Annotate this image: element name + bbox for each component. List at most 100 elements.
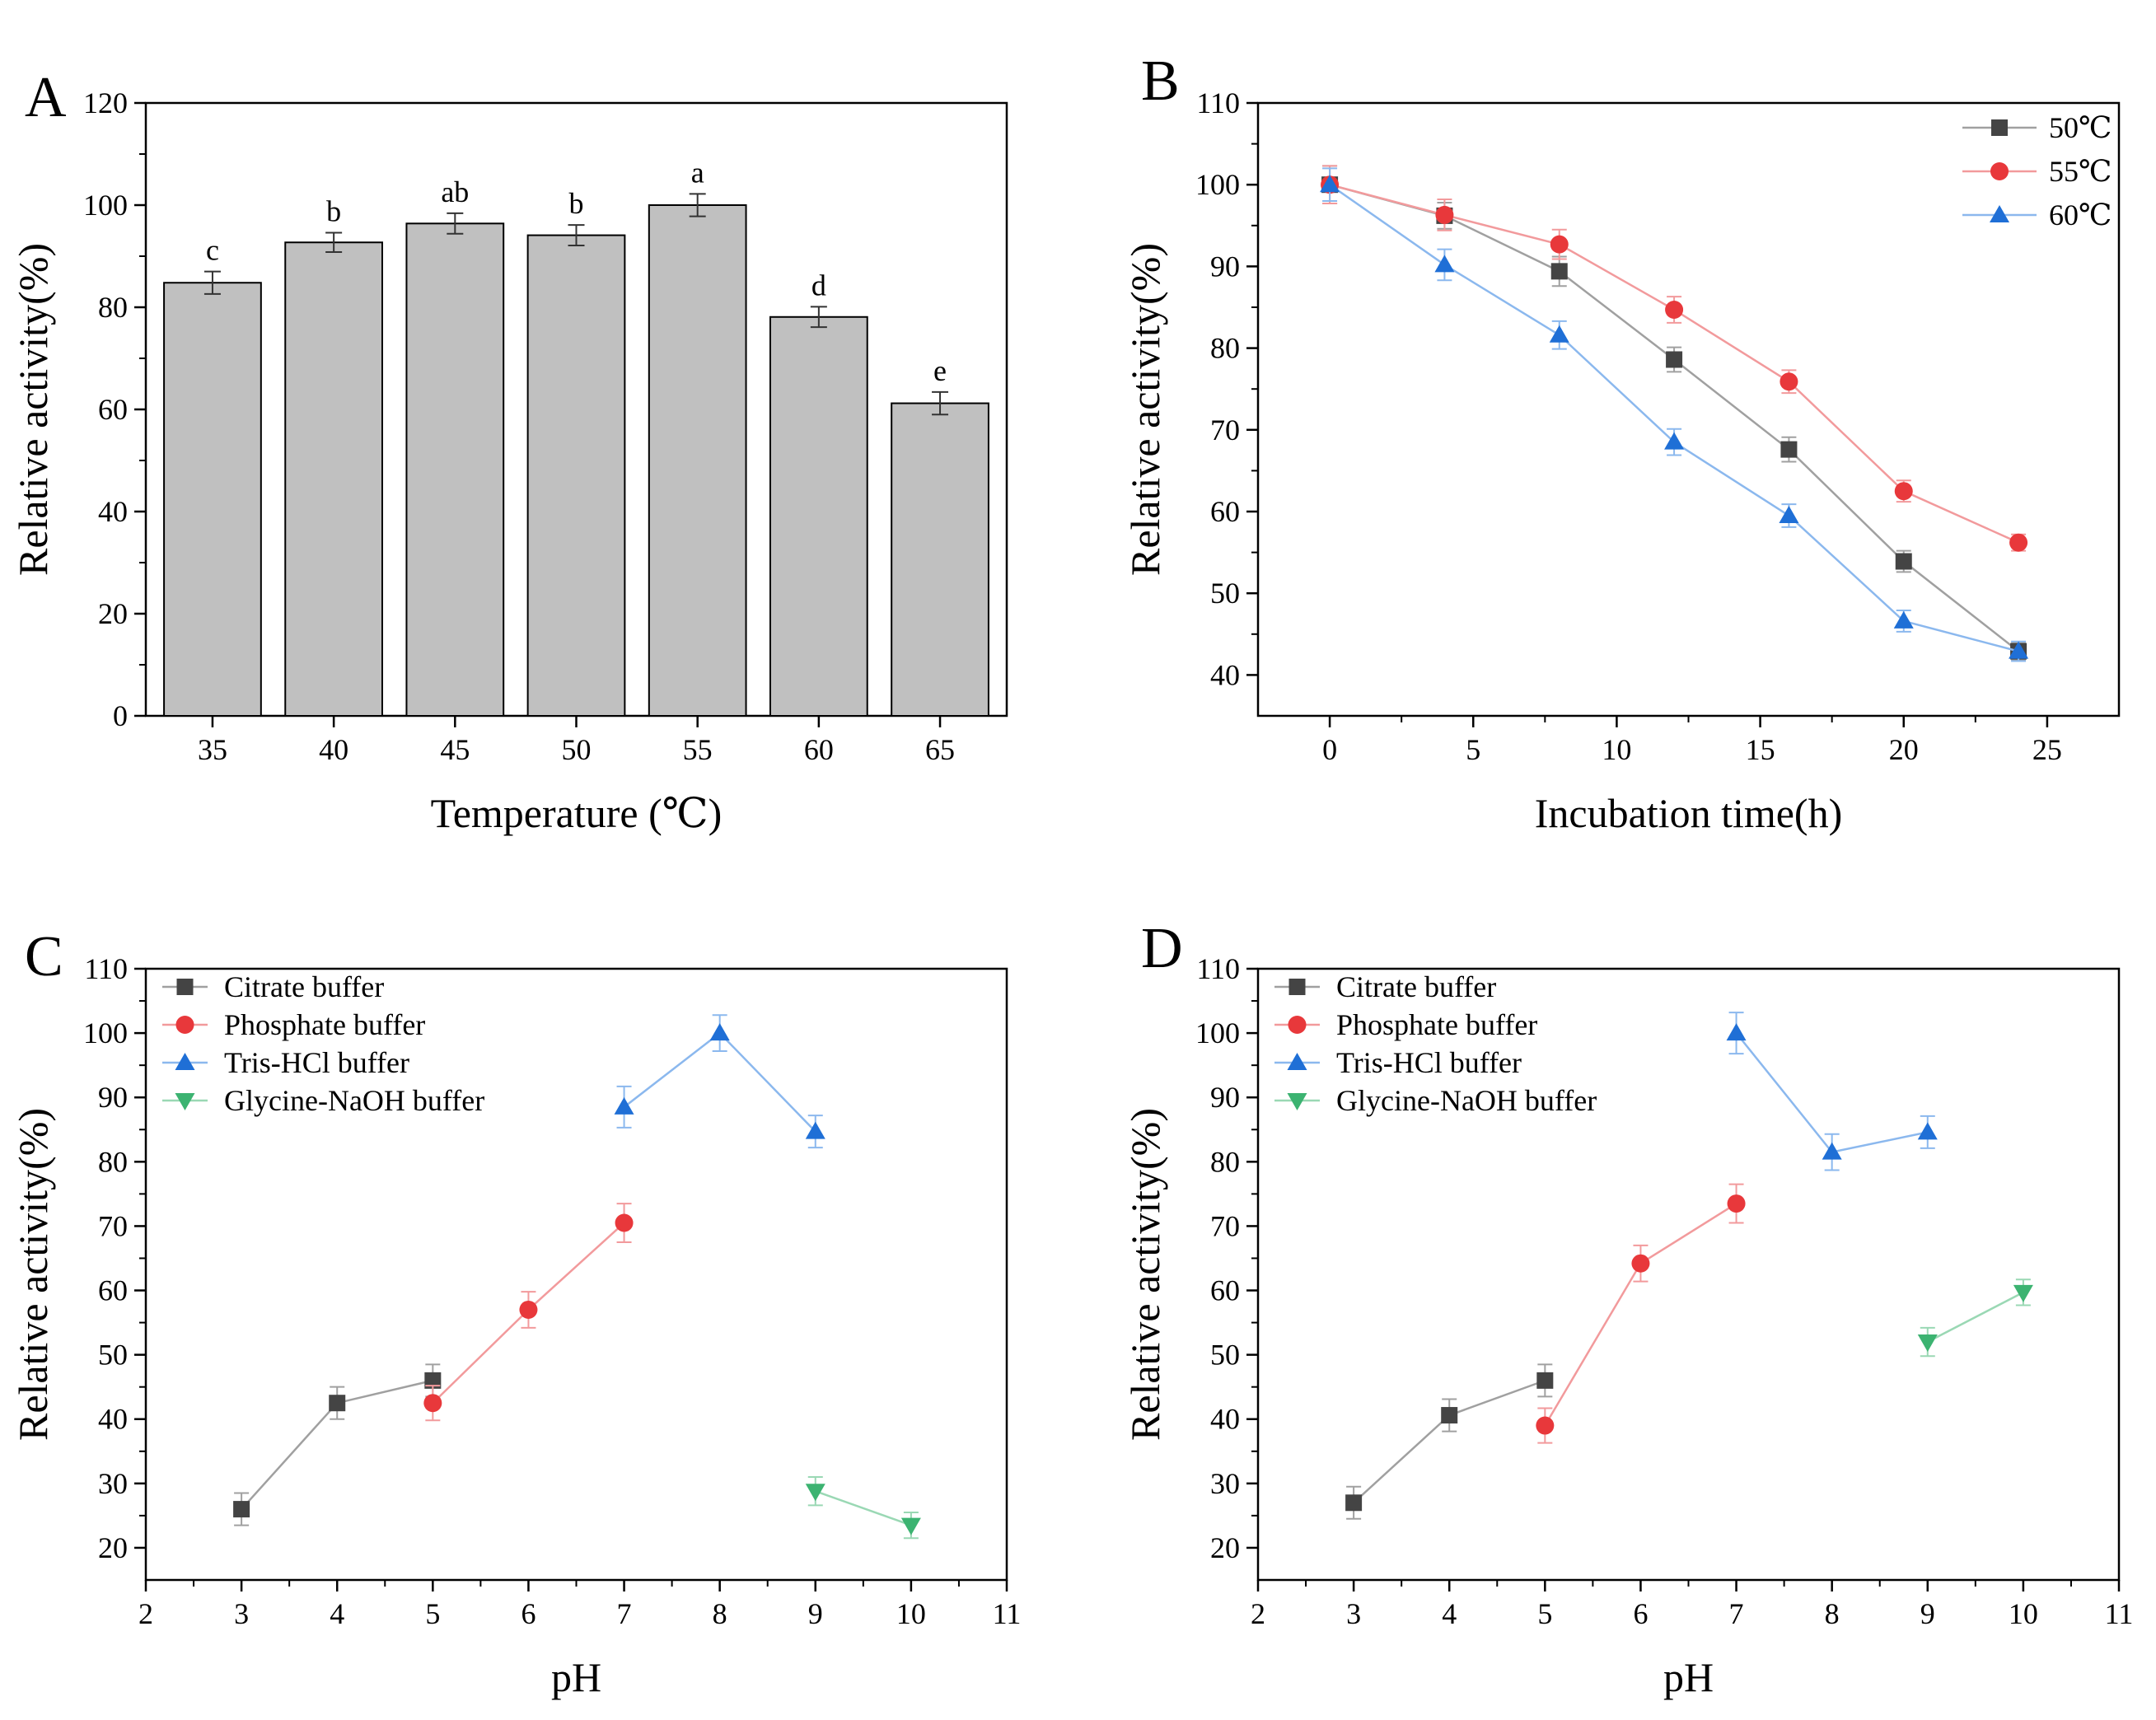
panel-A-x-tick-label: 40 — [319, 733, 348, 766]
panel-D-y-tick-label: 80 — [1210, 1145, 1240, 1178]
panel-A-y-tick-label: 20 — [98, 597, 128, 630]
panel-C-data-point — [519, 1300, 538, 1319]
panel-D-y-tick-label: 60 — [1210, 1274, 1240, 1307]
panel-D-y-tick-label: 20 — [1210, 1531, 1240, 1564]
panel-D-x-tick-label: 5 — [1537, 1597, 1552, 1630]
panel-D-legend-marker — [1287, 1093, 1307, 1110]
panel-B-y-tick-label: 60 — [1210, 495, 1240, 528]
panel-D-y-tick-label: 30 — [1210, 1467, 1240, 1500]
panel-C-y-tick-label: 80 — [98, 1145, 128, 1178]
panel-D-legend-marker — [1287, 1053, 1307, 1070]
panel-C-y-tick-label: 60 — [98, 1274, 128, 1307]
panel-C-x-tick-label: 6 — [521, 1597, 535, 1630]
panel-D-x-tick-label: 10 — [2009, 1597, 2038, 1630]
panel-D-legend-marker — [1288, 979, 1306, 995]
panel-C-data-point — [329, 1395, 346, 1412]
panel-B-legend-marker — [1990, 162, 2009, 180]
panel-B-x-tick-label: 0 — [1322, 733, 1337, 766]
panel-C-x-tick-label: 9 — [808, 1597, 823, 1630]
panel-B-y-tick-label: 80 — [1210, 332, 1240, 365]
panel-A-y-tick-label: 60 — [98, 393, 128, 426]
panel-B-data-point — [2009, 641, 2029, 659]
panel-D-label: D — [1141, 917, 1183, 980]
panel-A-x-tick-label: 35 — [198, 733, 227, 766]
panel-D-y-tick-label: 110 — [1196, 952, 1240, 985]
panel-D-data-point — [1917, 1122, 1938, 1140]
panel-A-bar — [163, 282, 262, 717]
panel-A-y-tick-label: 100 — [83, 189, 128, 222]
panel-D-data-point — [1441, 1407, 1458, 1424]
panel-B-data-point — [1780, 441, 1798, 458]
panel-A-significance-letter: b — [569, 187, 584, 220]
panel-A-bar — [526, 234, 626, 717]
panel-B-data-point — [1664, 432, 1685, 450]
panel-C-data-point — [233, 1501, 250, 1518]
panel-B-legend-marker — [1990, 205, 2009, 222]
panel-B-y-tick-label: 100 — [1195, 168, 1240, 201]
panel-D-x-tick-label: 2 — [1251, 1597, 1265, 1630]
panel-D-x-tick-label: 9 — [1920, 1597, 1935, 1630]
panel-A-y-tick-label: 40 — [98, 495, 128, 528]
panel-A-y-tick-label: 120 — [83, 86, 128, 119]
panel-D-data-point — [1536, 1416, 1555, 1435]
panel-A-significance-letter: d — [811, 269, 826, 301]
panel-C-y-tick-label: 30 — [98, 1467, 128, 1500]
panel-D-y-tick-label: 90 — [1210, 1081, 1240, 1114]
panel-B-legend-label: 55℃ — [2049, 155, 2112, 188]
panel-C-y-axis-title: Relative activity(%) — [10, 1108, 56, 1441]
panel-C-legend-label: Citrate buffer — [224, 970, 384, 1003]
panel-D-legend-label: Citrate buffer — [1336, 970, 1496, 1003]
panel-B-y-tick-label: 40 — [1210, 658, 1240, 691]
panel-A-x-tick-label: 60 — [804, 733, 834, 766]
panel-D-y-axis-title: Relative activity(%) — [1122, 1108, 1168, 1441]
panel-A-bar — [769, 315, 868, 717]
panel-a-bar-chart: A 0 20 40 60 80 100 120 Relative activity(%) c 35 b… — [10, 66, 1008, 836]
panel-D-x-tick-label: 3 — [1346, 1597, 1361, 1630]
panel-C-data-point — [423, 1394, 442, 1413]
panel-A-bar — [405, 222, 505, 717]
panel-B-y-tick-label: 70 — [1210, 414, 1240, 446]
panel-C-y-tick-label: 40 — [98, 1403, 128, 1436]
panel-B-data-point — [1893, 610, 1914, 629]
panel-A-x-tick-label: 45 — [440, 733, 470, 766]
panel-C-legend-marker — [175, 1093, 195, 1110]
panel-C-y-tick-label: 90 — [98, 1081, 128, 1114]
panel-A-significance-letter: c — [206, 234, 219, 267]
panel-d-line-chart: D 20 30 40 50 60 70 80 90 100 110 Relative activity… — [1122, 917, 2133, 1700]
panel-C-legend-label: Tris-HCl buffer — [224, 1046, 409, 1079]
panel-B-data-point — [2009, 533, 2028, 552]
panel-C-data-point — [805, 1484, 825, 1502]
panel-B-data-point — [1320, 175, 1340, 193]
panel-B-x-tick-label: 5 — [1466, 733, 1480, 766]
panel-D-data-point — [1631, 1254, 1650, 1273]
panel-D-x-tick-label: 4 — [1442, 1597, 1457, 1630]
panel-D-data-point — [1726, 1023, 1747, 1041]
panel-D-legend-label: Tris-HCl buffer — [1336, 1046, 1522, 1079]
panel-D-data-point — [1727, 1194, 1746, 1213]
panel-C-data-point — [709, 1023, 730, 1041]
panel-B-legend-label: 50℃ — [2049, 111, 2112, 144]
panel-B-data-point — [1550, 263, 1568, 280]
panel-A-bar — [648, 204, 747, 717]
panel-A-significance-letter: ab — [441, 175, 469, 208]
panel-C-x-tick-label: 4 — [330, 1597, 344, 1630]
panel-B-x-tick-label: 10 — [1602, 733, 1631, 766]
panel-C-y-tick-label: 70 — [98, 1209, 128, 1242]
panel-D-series-line — [1927, 1291, 2024, 1344]
panel-B-label: B — [1141, 49, 1180, 113]
panel-D-legend-marker — [1288, 1016, 1307, 1034]
panel-B-data-point — [1780, 372, 1798, 391]
panel-B-legend-label: 60℃ — [2049, 199, 2112, 231]
panel-B-data-point — [1895, 553, 1912, 570]
panel-C-label: C — [25, 925, 63, 989]
panel-D-legend-label: Glycine-NaOH buffer — [1336, 1084, 1597, 1117]
panel-C-series-line — [815, 1490, 912, 1526]
panel-C-y-tick-label: 100 — [83, 1017, 128, 1049]
panel-D-data-point — [1345, 1494, 1363, 1512]
panel-C-y-tick-label: 110 — [84, 952, 128, 985]
panel-D-y-tick-label: 50 — [1210, 1339, 1240, 1372]
panel-D-x-tick-label: 6 — [1633, 1597, 1648, 1630]
panel-D-data-point — [1536, 1372, 1554, 1389]
panel-b-line-chart: B 40 50 60 70 80 90 100 110 Relative activity(%) 0… — [1122, 49, 2121, 836]
panel-B-x-tick-label: 20 — [1889, 733, 1919, 766]
